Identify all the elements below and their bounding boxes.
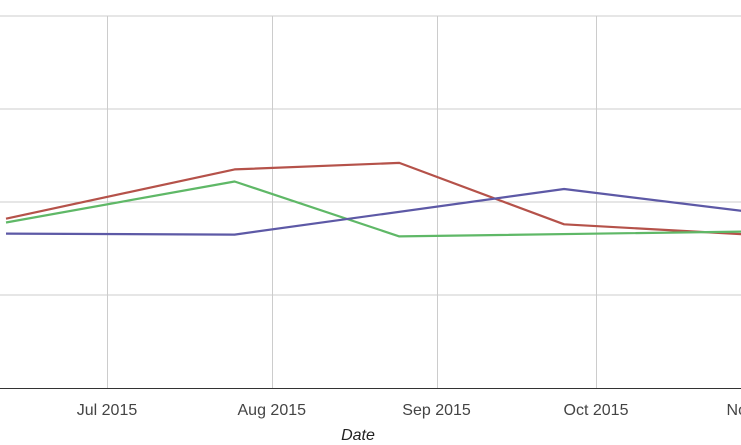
- x-tick-label: Jul 2015: [77, 402, 138, 419]
- x-axis: Jul 2015 Aug 2015 Sep 2015 Oct 2015 Nov 2015: [0, 388, 741, 419]
- series-lines: [5, 161, 741, 238]
- series-line-1: [5, 161, 741, 236]
- x-tick-label: Oct 2015: [564, 402, 629, 419]
- x-tick-label: Sep 2015: [402, 402, 471, 419]
- series-line-3: [5, 187, 741, 236]
- grid: [0, 15, 741, 388]
- series-line-2: [5, 180, 741, 238]
- x-tick-label: Aug 2015: [238, 402, 307, 419]
- x-axis-title: Date: [341, 427, 375, 444]
- x-tick-label: Nov 2015: [727, 402, 741, 419]
